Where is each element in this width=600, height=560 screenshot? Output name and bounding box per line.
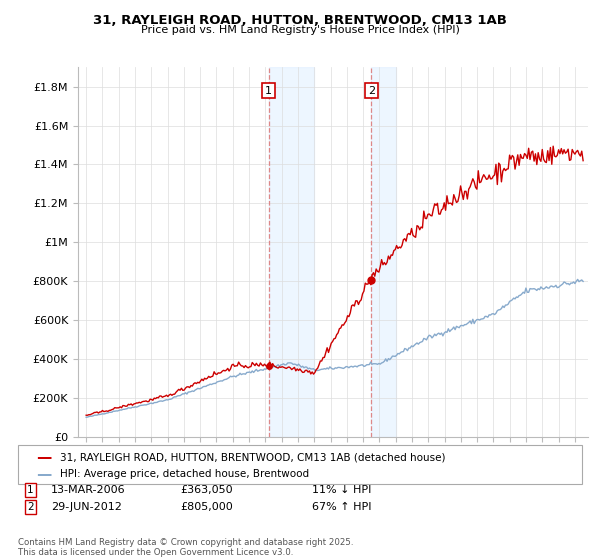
- Bar: [371, 67, 396, 437]
- Text: HPI: Average price, detached house, Brentwood: HPI: Average price, detached house, Bren…: [60, 469, 309, 479]
- Text: 1: 1: [265, 86, 272, 96]
- Text: 2: 2: [368, 86, 375, 96]
- Text: —: —: [36, 467, 52, 482]
- Text: 31, RAYLEIGH ROAD, HUTTON, BRENTWOOD, CM13 1AB: 31, RAYLEIGH ROAD, HUTTON, BRENTWOOD, CM…: [93, 14, 507, 27]
- Text: 31, RAYLEIGH ROAD, HUTTON, BRENTWOOD, CM13 1AB (detached house): 31, RAYLEIGH ROAD, HUTTON, BRENTWOOD, CM…: [60, 452, 445, 463]
- Text: 1: 1: [27, 485, 34, 495]
- Text: 2: 2: [27, 502, 34, 512]
- Text: £363,050: £363,050: [180, 485, 233, 495]
- Text: —: —: [36, 450, 52, 465]
- Text: £805,000: £805,000: [180, 502, 233, 512]
- Text: 67% ↑ HPI: 67% ↑ HPI: [312, 502, 371, 512]
- Text: Price paid vs. HM Land Registry's House Price Index (HPI): Price paid vs. HM Land Registry's House …: [140, 25, 460, 35]
- Bar: [269, 67, 314, 437]
- Text: Contains HM Land Registry data © Crown copyright and database right 2025.
This d: Contains HM Land Registry data © Crown c…: [18, 538, 353, 557]
- Text: 13-MAR-2006: 13-MAR-2006: [51, 485, 125, 495]
- Text: 11% ↓ HPI: 11% ↓ HPI: [312, 485, 371, 495]
- Text: 29-JUN-2012: 29-JUN-2012: [51, 502, 122, 512]
